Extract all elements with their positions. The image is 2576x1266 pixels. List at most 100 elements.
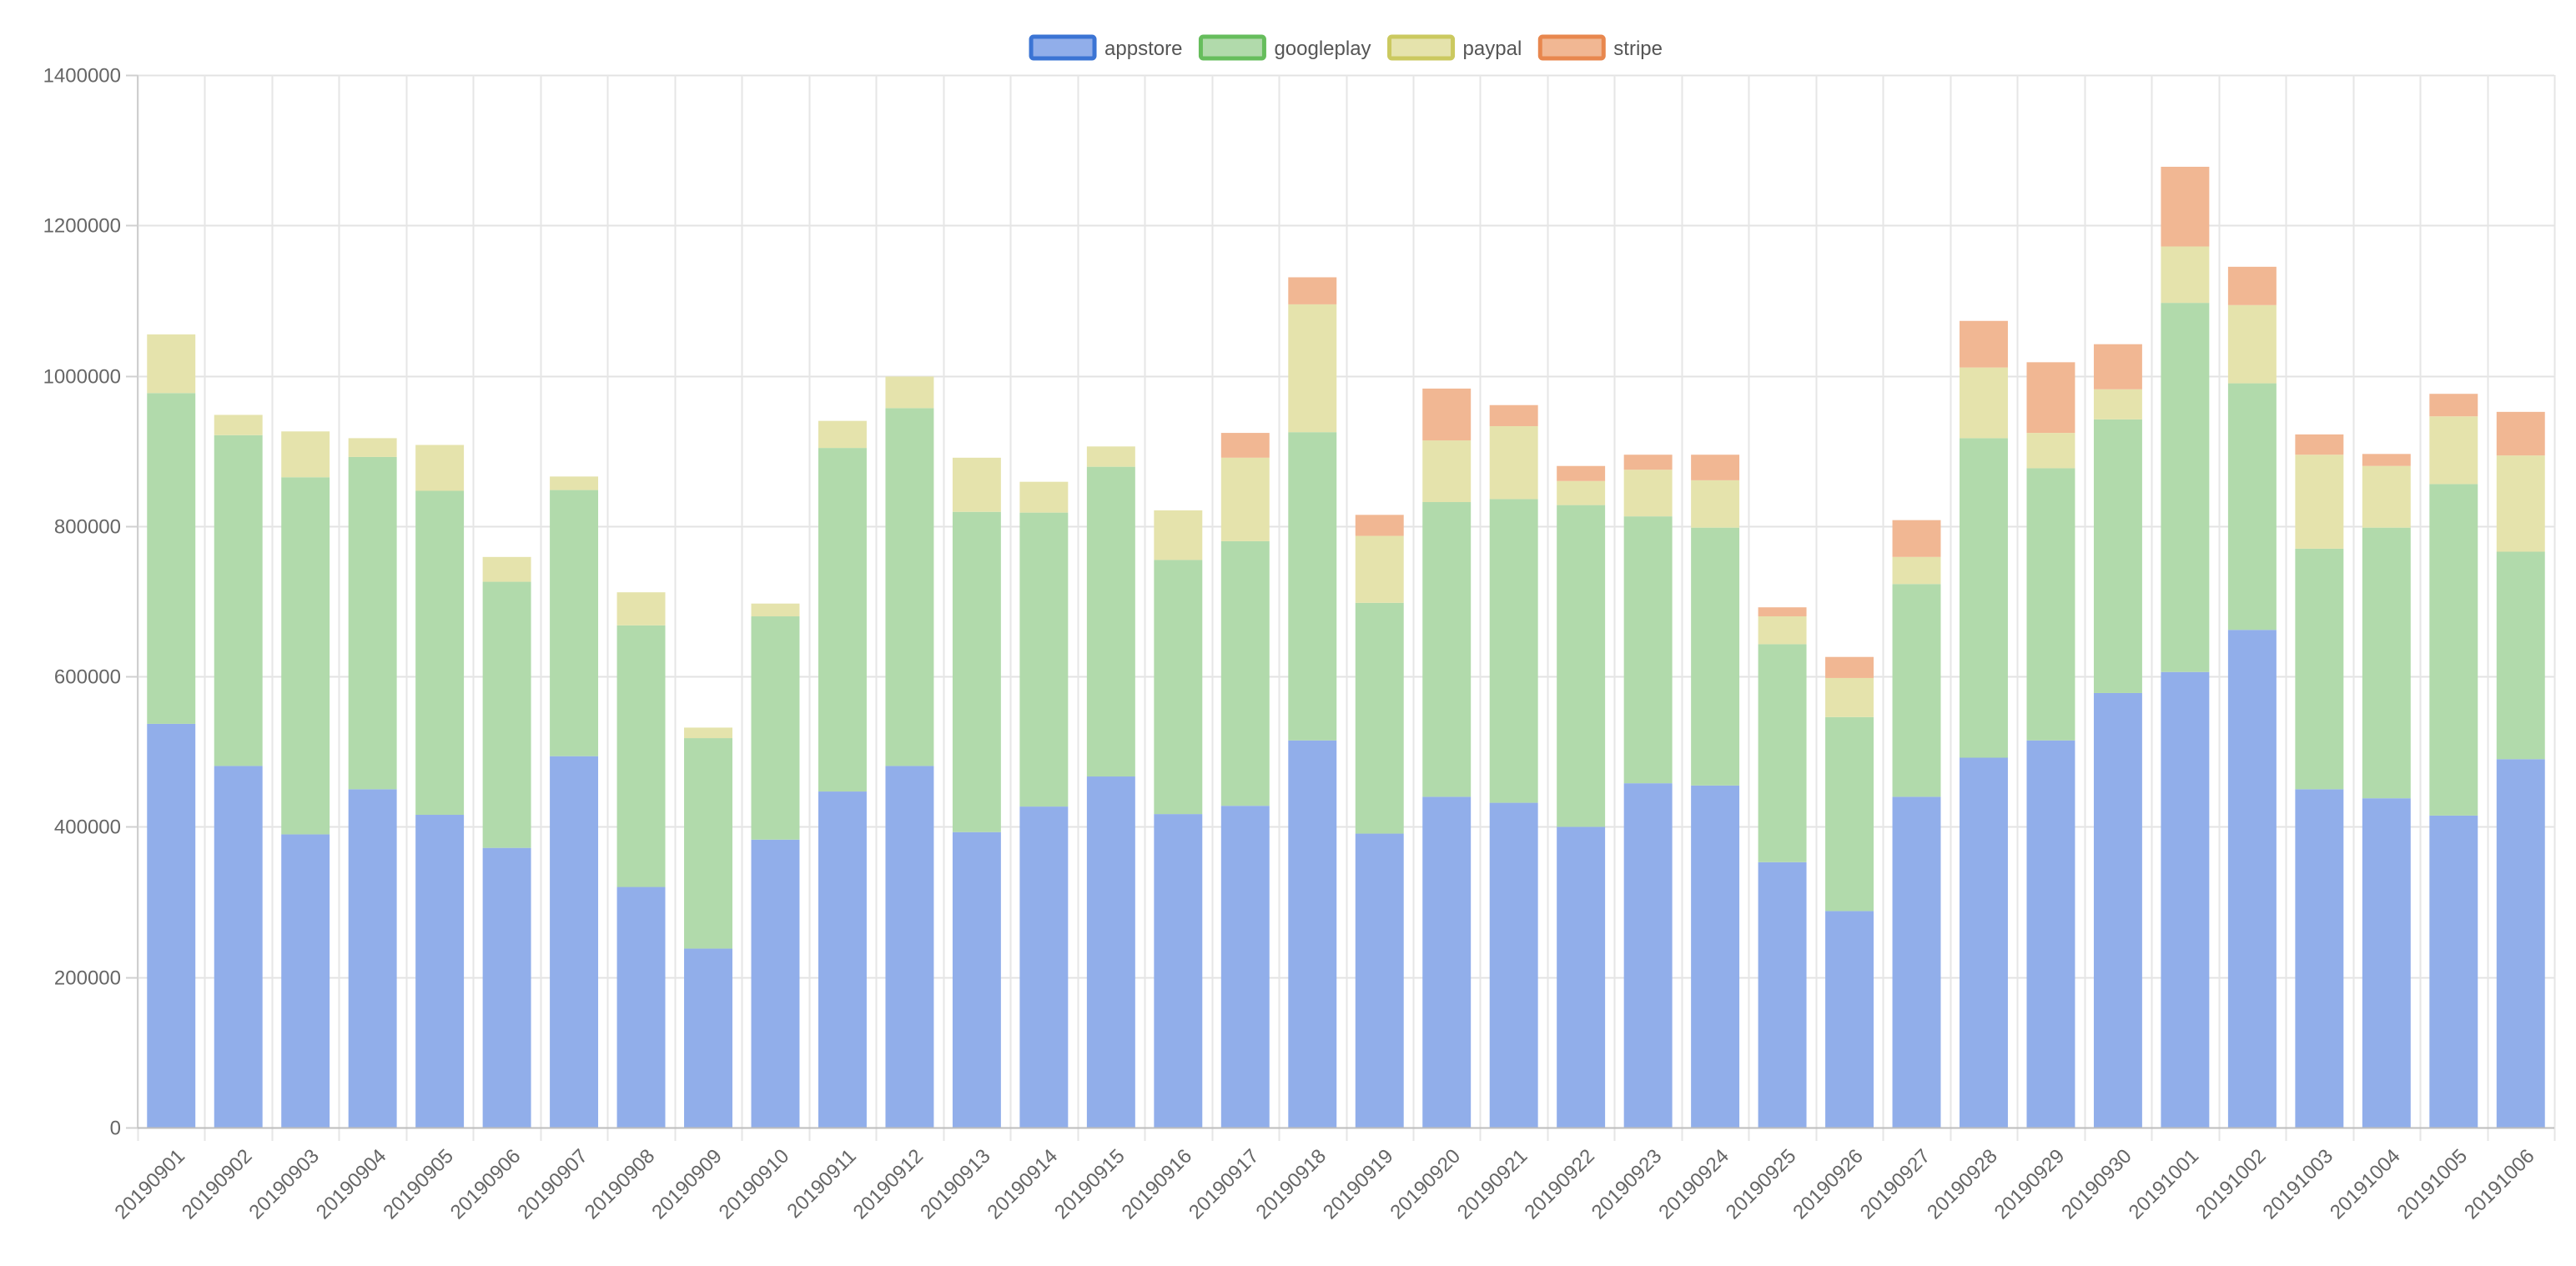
bar-googleplay-20191006[interactable] [2496,551,2545,760]
bar-appstore-20190924[interactable] [1691,785,1740,1128]
bar-googleplay-20190904[interactable] [348,456,397,790]
bar-appstore-20190907[interactable] [550,756,599,1128]
bar-appstore-20191001[interactable] [2161,671,2210,1128]
bar-appstore-20190928[interactable] [1960,757,2008,1128]
bar-stripe-20191005[interactable] [2429,394,2478,417]
bar-stripe-20190925[interactable] [1758,607,1807,617]
bar-appstore-20190916[interactable] [1154,814,1203,1128]
bar-paypal-20190916[interactable] [1154,510,1203,560]
bar-googleplay-20190908[interactable] [616,625,666,887]
bar-stripe-20190923[interactable] [1623,455,1673,470]
bar-paypal-20190907[interactable] [550,476,599,490]
bar-paypal-20190920[interactable] [1422,440,1472,503]
bar-appstore-20190920[interactable] [1422,796,1472,1128]
bar-googleplay-20190919[interactable] [1355,602,1404,834]
bar-stripe-20191003[interactable] [2295,434,2344,455]
legend-item-paypal[interactable]: paypal [1387,34,1522,61]
bar-stripe-20190920[interactable] [1422,388,1472,441]
bar-appstore-20191004[interactable] [2362,798,2411,1128]
bar-googleplay-20190915[interactable] [1086,466,1135,777]
bar-paypal-20190917[interactable] [1220,457,1270,541]
bar-googleplay-20190903[interactable] [281,477,330,835]
bar-paypal-20190915[interactable] [1086,446,1135,467]
bar-stripe-20190917[interactable] [1220,433,1270,458]
bar-googleplay-20190914[interactable] [1019,512,1069,807]
bar-googleplay-20190911[interactable] [818,448,867,792]
bar-googleplay-20190921[interactable] [1489,499,1538,803]
bar-paypal-20190929[interactable] [2026,433,2075,469]
bar-paypal-20191006[interactable] [2496,455,2545,552]
bar-appstore-20190903[interactable] [281,834,330,1128]
bar-paypal-20190913[interactable] [952,457,1001,512]
bar-stripe-20190924[interactable] [1691,455,1740,480]
bar-appstore-20190904[interactable] [348,789,397,1128]
bar-paypal-20190924[interactable] [1691,480,1740,528]
bar-googleplay-20190912[interactable] [885,408,934,766]
bar-stripe-20190919[interactable] [1355,515,1404,536]
bar-stripe-20190928[interactable] [1960,320,2008,368]
bar-paypal-20190927[interactable] [1892,556,1941,585]
bar-appstore-20190908[interactable] [616,887,666,1128]
bar-appstore-20190923[interactable] [1623,783,1673,1128]
bar-appstore-20190922[interactable] [1557,826,1606,1128]
bar-paypal-20190901[interactable] [147,334,196,394]
bar-stripe-20190921[interactable] [1489,404,1538,426]
bar-googleplay-20190907[interactable] [550,490,599,756]
bar-googleplay-20190918[interactable] [1288,432,1337,741]
bar-appstore-20190917[interactable] [1220,806,1270,1128]
bar-appstore-20191005[interactable] [2429,815,2478,1128]
bar-appstore-20190927[interactable] [1892,796,1941,1128]
bar-appstore-20190919[interactable] [1355,833,1404,1128]
legend-item-stripe[interactable]: stripe [1537,34,1663,61]
bar-appstore-20190915[interactable] [1086,776,1135,1128]
bar-appstore-20190925[interactable] [1758,862,1807,1128]
bar-googleplay-20191002[interactable] [2227,383,2277,630]
bar-stripe-20190922[interactable] [1557,465,1606,481]
bar-appstore-20190905[interactable] [415,815,465,1128]
bar-googleplay-20190906[interactable] [482,581,531,848]
bar-googleplay-20190925[interactable] [1758,644,1807,862]
bar-googleplay-20191005[interactable] [2429,484,2478,816]
bar-googleplay-20190910[interactable] [751,616,800,840]
bar-paypal-20190930[interactable] [2093,389,2142,419]
bar-stripe-20190927[interactable] [1892,520,1941,557]
bar-googleplay-20190920[interactable] [1422,502,1472,797]
bar-googleplay-20190927[interactable] [1892,584,1941,797]
bar-paypal-20190909[interactable] [684,727,732,739]
bar-stripe-20191002[interactable] [2227,266,2277,305]
bar-appstore-20190902[interactable] [214,766,263,1128]
bar-appstore-20190929[interactable] [2026,740,2075,1128]
bar-paypal-20191002[interactable] [2227,304,2277,384]
bar-googleplay-20190924[interactable] [1691,527,1740,786]
bar-paypal-20190923[interactable] [1623,470,1673,517]
bar-paypal-20190926[interactable] [1825,677,1874,717]
bar-appstore-20190926[interactable] [1825,911,1874,1128]
bar-googleplay-20190909[interactable] [684,738,732,949]
bar-paypal-20190910[interactable] [751,603,800,617]
bar-stripe-20191004[interactable] [2362,454,2411,466]
bar-googleplay-20190901[interactable] [147,393,196,724]
bar-googleplay-20190917[interactable] [1220,540,1270,806]
bar-stripe-20191001[interactable] [2161,166,2210,247]
bar-appstore-20191002[interactable] [2227,630,2277,1128]
bar-stripe-20190918[interactable] [1288,277,1337,304]
bar-appstore-20190910[interactable] [751,839,800,1128]
bar-appstore-20190913[interactable] [952,831,1001,1128]
bar-paypal-20190908[interactable] [616,592,666,625]
bar-paypal-20190914[interactable] [1019,481,1069,513]
bar-appstore-20191003[interactable] [2295,789,2344,1128]
bar-paypal-20190902[interactable] [214,414,263,435]
bar-googleplay-20190902[interactable] [214,435,263,766]
bar-paypal-20190906[interactable] [482,556,531,582]
legend-item-googleplay[interactable]: googleplay [1198,34,1371,61]
bar-paypal-20190911[interactable] [818,420,867,449]
bar-googleplay-20190928[interactable] [1960,438,2008,758]
bar-googleplay-20191004[interactable] [2362,527,2411,799]
bar-googleplay-20190926[interactable] [1825,716,1874,912]
bar-appstore-20190909[interactable] [684,948,732,1128]
bar-googleplay-20190916[interactable] [1154,560,1203,815]
bar-googleplay-20190913[interactable] [952,511,1001,832]
bar-stripe-20190926[interactable] [1825,656,1874,678]
bar-paypal-20190904[interactable] [348,438,397,457]
bar-appstore-20190911[interactable] [818,791,867,1128]
